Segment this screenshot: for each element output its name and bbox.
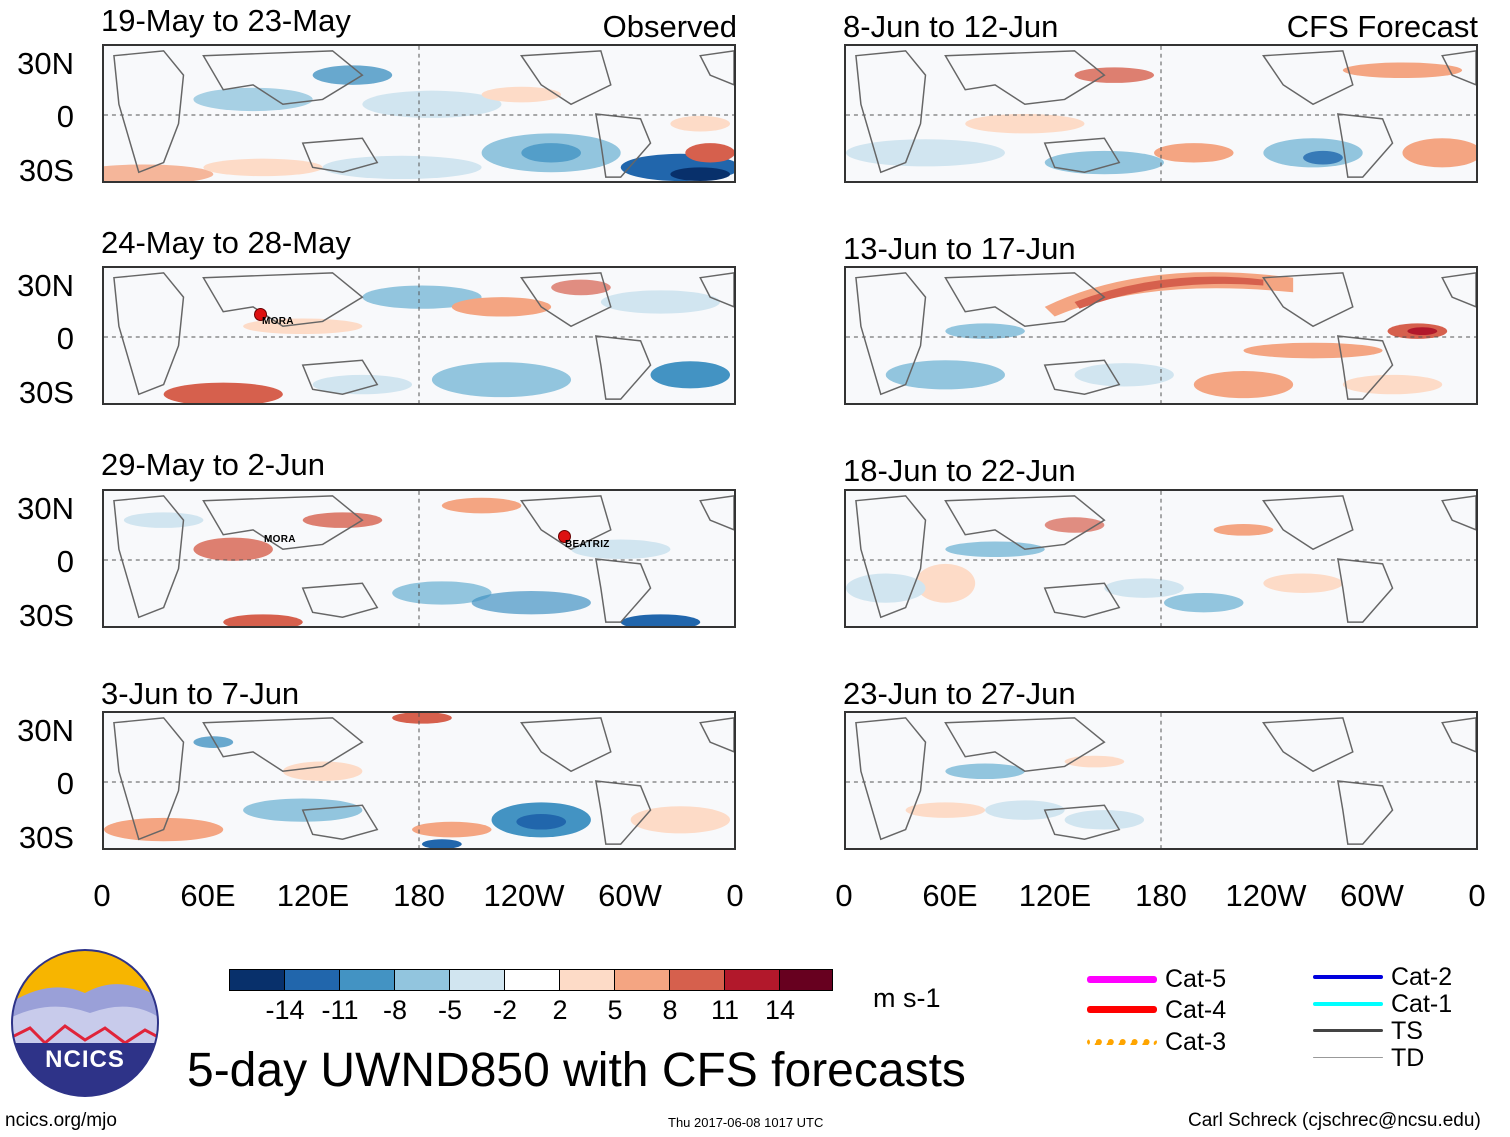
legend-label-cat2: Cat-2 <box>1391 963 1453 991</box>
lon-label: 0 <box>1468 878 1486 913</box>
colorbar-swatch <box>339 969 395 991</box>
lat-label-30n: 30N <box>17 268 74 303</box>
colorbar-units: m s-1 <box>873 983 941 1013</box>
legend-label-ts: TS <box>1391 1017 1423 1045</box>
colorbar-swatch <box>394 969 450 991</box>
colorbar-label: 5 <box>607 995 623 1025</box>
lat-label-30s: 30S <box>18 598 74 633</box>
lat-label-30s: 30S <box>18 153 74 188</box>
lon-label: 180 <box>393 878 445 913</box>
storm-marker-icon <box>254 308 267 321</box>
legend-label-cat3: Cat-3 <box>1165 1028 1227 1056</box>
lat-label-30n: 30N <box>17 713 74 748</box>
map-panel-fcst-1 <box>844 44 1478 183</box>
footer-timestamp: Thu 2017-06-08 1017 UTC <box>668 1115 824 1130</box>
colorbar-swatch <box>669 969 725 991</box>
map-panel-obs-1 <box>102 44 736 183</box>
storm-marker-icon <box>558 530 571 543</box>
colorbar-label: 8 <box>662 995 678 1025</box>
panel-title-obs-2: 24-May to 28-May <box>101 225 351 260</box>
lon-label: 60W <box>1340 878 1404 913</box>
observed-label: Observed <box>602 9 737 44</box>
panel-title-obs-3: 29-May to 2-Jun <box>101 447 325 482</box>
legend-line-cat3 <box>1087 1039 1157 1045</box>
forecast-label: CFS Forecast <box>1286 9 1478 44</box>
lat-label-eq: 0 <box>56 321 74 356</box>
legend-line-cat2 <box>1313 975 1383 979</box>
colorbar-label: 2 <box>552 995 568 1025</box>
colorbar-swatch <box>779 969 833 991</box>
legend-label-td: TD <box>1391 1044 1425 1072</box>
lat-label-30n: 30N <box>17 491 74 526</box>
legend-label-cat5: Cat-5 <box>1165 965 1227 993</box>
lat-label-30s: 30S <box>18 375 74 410</box>
colorbar-swatch <box>559 969 615 991</box>
colorbar-label: 11 <box>710 995 740 1025</box>
colorbar-swatch <box>449 969 505 991</box>
legend-label-cat4: Cat-4 <box>1165 996 1227 1024</box>
legend-line-cat1 <box>1313 1002 1383 1006</box>
legend-line-cat5 <box>1087 976 1157 983</box>
footer-author: Carl Schreck (cjschrec@ncsu.edu) <box>1188 1110 1481 1131</box>
lat-label-30s: 30S <box>18 820 74 855</box>
colorbar-label: 14 <box>764 995 796 1025</box>
colorbar-swatch <box>284 969 340 991</box>
colorbar-label: -11 <box>321 995 359 1025</box>
map-panel-obs-3: MORA BEATRIZ <box>102 489 736 628</box>
panel-title-fcst-4: 23-Jun to 27-Jun <box>843 676 1076 711</box>
logo-text: NCICS <box>45 1046 125 1073</box>
colorbar-label: -2 <box>492 995 517 1025</box>
panel-title-fcst-1: 8-Jun to 12-Jun <box>843 9 1059 44</box>
footer-url: ncics.org/mjo <box>5 1110 117 1131</box>
ncics-logo: NCICS <box>10 948 160 1098</box>
storm-label-mora: MORA <box>262 316 294 327</box>
lat-label-eq: 0 <box>56 766 74 801</box>
colorbar-label: -5 <box>437 995 462 1025</box>
panel-title-obs-4: 3-Jun to 7-Jun <box>101 676 300 711</box>
lon-label: 0 <box>835 878 853 913</box>
lat-label-eq: 0 <box>56 99 74 134</box>
lon-label: 120W <box>1225 878 1307 913</box>
lat-label-eq: 0 <box>56 544 74 579</box>
map-panel-fcst-2 <box>844 266 1478 405</box>
map-panel-fcst-4 <box>844 711 1478 850</box>
lon-label: 0 <box>93 878 111 913</box>
legend-label-cat1: Cat-1 <box>1391 990 1453 1018</box>
colorbar-swatch <box>614 969 670 991</box>
colorbar-label: -8 <box>382 995 407 1025</box>
storm-label-mora: MORA <box>264 534 296 545</box>
colorbar-label: -14 <box>265 995 305 1025</box>
map-panel-obs-2: MORA <box>102 266 736 405</box>
panel-title-obs-1: 19-May to 23-May <box>101 3 351 38</box>
lat-label-30n: 30N <box>17 46 74 81</box>
map-panel-obs-4 <box>102 711 736 850</box>
lon-label: 120E <box>276 878 350 913</box>
panel-title-fcst-3: 18-Jun to 22-Jun <box>843 453 1076 488</box>
colorbar-swatch <box>504 969 560 991</box>
colorbar-swatch <box>229 969 285 991</box>
panel-title-fcst-2: 13-Jun to 17-Jun <box>843 231 1076 266</box>
legend-line-td <box>1313 1057 1383 1058</box>
lon-label: 0 <box>726 878 744 913</box>
legend-line-ts <box>1313 1029 1383 1032</box>
lon-label: 120E <box>1018 878 1092 913</box>
colorbar-swatch <box>724 969 780 991</box>
main-title: 5-day UWND850 with CFS forecasts <box>187 1044 966 1097</box>
lon-label: 60E <box>922 878 978 913</box>
lon-label: 60E <box>180 878 236 913</box>
storm-label-beatriz: BEATRIZ <box>565 539 610 550</box>
lon-label: 60W <box>598 878 662 913</box>
lon-label: 180 <box>1135 878 1187 913</box>
legend-line-cat4 <box>1087 1006 1157 1013</box>
lon-label: 120W <box>483 878 565 913</box>
map-panel-fcst-3 <box>844 489 1478 628</box>
